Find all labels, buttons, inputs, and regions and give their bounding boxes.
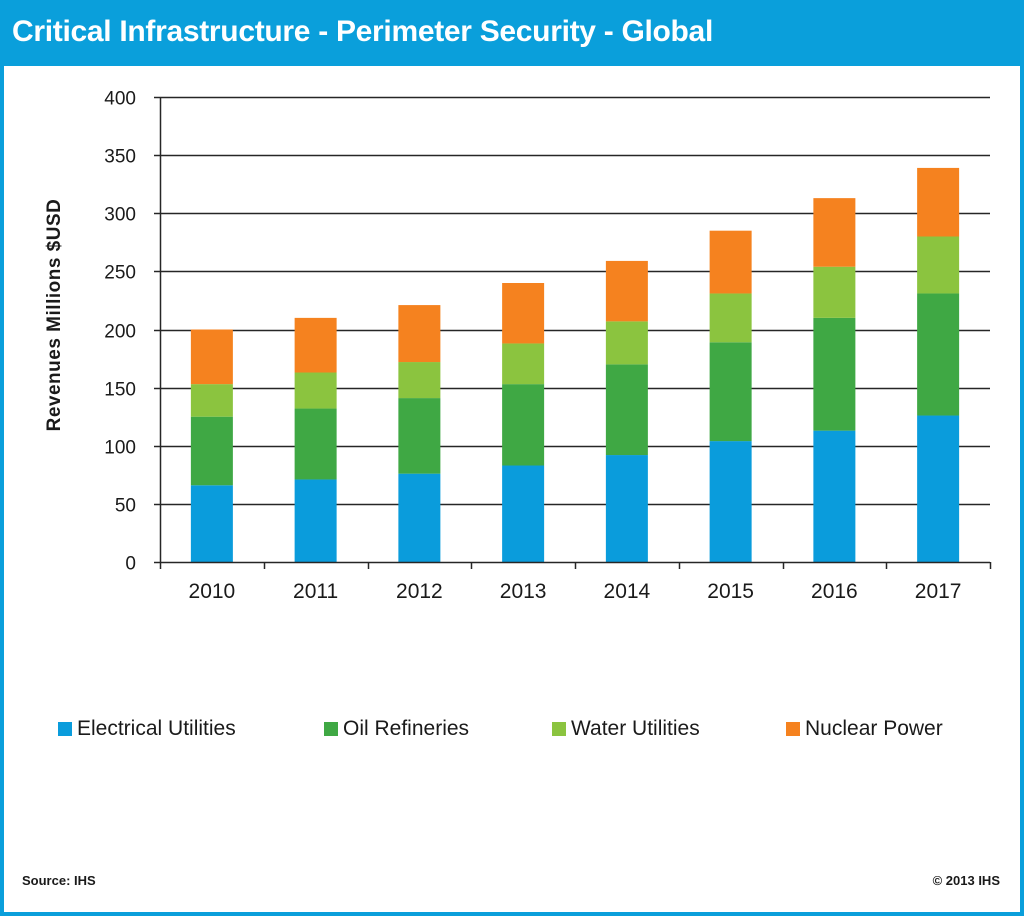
legend-swatch <box>552 722 566 736</box>
y-tick-label: 350 <box>104 147 136 168</box>
bar-2013-series-1 <box>502 384 545 466</box>
legend: Electrical Utilities Oil Refineries Water … <box>0 714 1024 744</box>
bar-2015-series-1 <box>709 342 752 442</box>
bar-2016-series-1 <box>813 317 856 431</box>
x-tick-label: 2017 <box>915 580 962 603</box>
title-bar: Critical Infrastructure - Perimeter Secu… <box>0 0 1024 66</box>
x-tick-label: 2012 <box>396 580 443 603</box>
bar-2011-series-3 <box>294 317 337 373</box>
bar-2010-series-0 <box>190 485 233 562</box>
bar-2016-series-0 <box>813 430 856 562</box>
y-tick-label: 250 <box>104 263 136 284</box>
bar-2016-series-3 <box>813 198 856 267</box>
bar-2016-series-2 <box>813 266 856 318</box>
legend-item: Nuclear Power <box>786 714 943 744</box>
bar-2011-series-2 <box>294 372 337 409</box>
x-tick-label: 2016 <box>811 580 858 603</box>
bar-2012-series-3 <box>398 305 441 363</box>
bar-2017-series-3 <box>917 167 960 237</box>
legend-label: Oil Refineries <box>343 717 470 740</box>
bar-2017-series-2 <box>917 236 960 294</box>
bar-2010-series-2 <box>190 384 233 417</box>
y-tick-label: 400 <box>104 89 136 110</box>
legend-item: Electrical Utilities <box>58 714 236 744</box>
y-tick-label: 200 <box>104 322 136 343</box>
y-tick-label: 50 <box>115 496 136 517</box>
bar-2010-series-3 <box>190 329 233 385</box>
bar-2014-series-1 <box>605 364 648 456</box>
legend-swatch <box>58 722 72 736</box>
bar-2011-series-0 <box>294 479 337 562</box>
y-axis-label: Revenues Millions $USD <box>44 199 65 432</box>
bar-2014-series-0 <box>605 455 648 562</box>
x-tick-label: 2015 <box>707 580 754 603</box>
gridlines <box>160 96 990 506</box>
bars <box>190 167 960 562</box>
bar-2015-series-3 <box>709 230 752 294</box>
legend-swatch <box>324 722 338 736</box>
bar-2012-series-0 <box>398 473 441 562</box>
legend-label: Nuclear Power <box>805 717 943 740</box>
y-tick-label: 0 <box>125 554 136 575</box>
chart-title: Critical Infrastructure - Perimeter Secu… <box>12 15 713 48</box>
axes: 0 50 100 150 200 250 300 350 400 2010 2011 2012 2013… <box>104 89 992 603</box>
bar-2015-series-0 <box>709 441 752 562</box>
x-tick-label: 2011 <box>293 580 338 603</box>
legend-label: Electrical Utilities <box>77 717 236 740</box>
bar-2017-series-0 <box>917 415 960 562</box>
legend-item: Oil Refineries <box>324 714 469 744</box>
y-tick-label: 300 <box>104 205 136 226</box>
x-tick-label: 2010 <box>189 580 236 603</box>
bar-2013-series-3 <box>502 283 545 344</box>
bar-2015-series-2 <box>709 293 752 343</box>
legend-item: Water Utilities <box>552 714 700 744</box>
x-tick-label: 2013 <box>500 580 547 603</box>
legend-swatch <box>786 722 800 736</box>
bar-2012-series-2 <box>398 362 441 399</box>
bar-2012-series-1 <box>398 398 441 474</box>
y-tick-label: 150 <box>104 380 136 401</box>
bar-2011-series-1 <box>294 408 337 480</box>
bar-2014-series-3 <box>605 260 648 322</box>
copyright-note: © 2013 IHS <box>932 873 1000 888</box>
y-tick-label: 100 <box>104 438 136 459</box>
source-note: Source: IHS <box>22 873 96 888</box>
legend-label: Water Utilities <box>571 717 700 740</box>
bar-2013-series-0 <box>502 465 545 562</box>
x-tick-label: 2014 <box>604 580 651 603</box>
bar-2017-series-1 <box>917 293 960 416</box>
bar-2013-series-2 <box>502 343 545 385</box>
bar-2010-series-1 <box>190 416 233 486</box>
bar-2014-series-2 <box>605 321 648 365</box>
